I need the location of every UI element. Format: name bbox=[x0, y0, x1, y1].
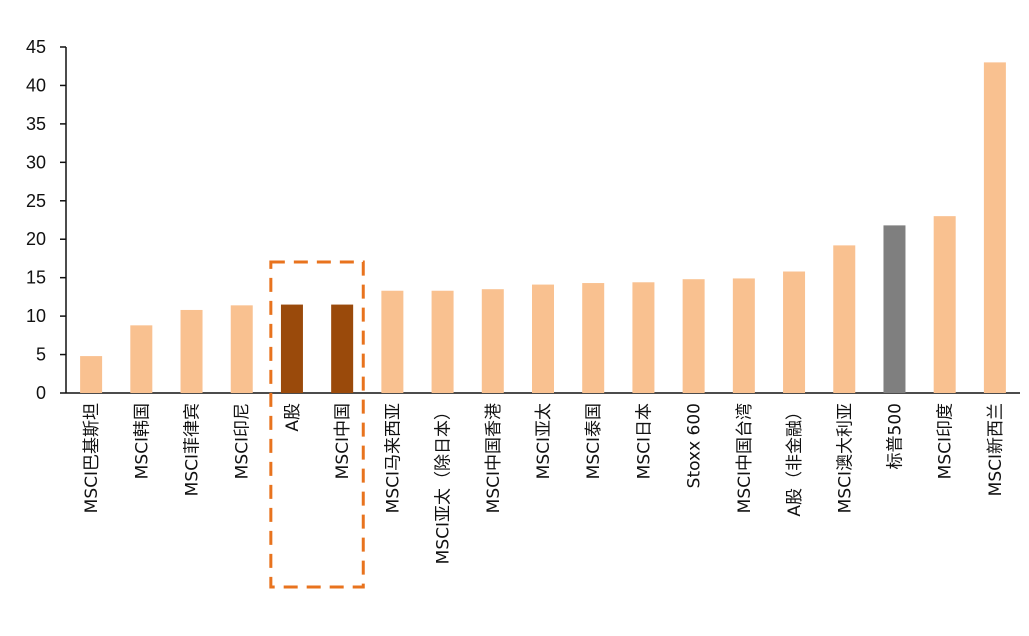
bar bbox=[80, 356, 103, 393]
x-category-label: A股（非金融） bbox=[785, 403, 805, 517]
bar bbox=[883, 225, 906, 393]
bar bbox=[280, 304, 303, 393]
bar bbox=[481, 289, 504, 393]
bar bbox=[582, 283, 605, 393]
bar bbox=[682, 279, 705, 393]
x-category-label: MSCI中国 bbox=[333, 403, 353, 479]
bar bbox=[130, 325, 153, 393]
bar bbox=[431, 290, 454, 393]
highlight-box bbox=[269, 260, 365, 589]
bar bbox=[833, 245, 856, 393]
x-category-label: MSCI亚太 bbox=[534, 403, 554, 479]
bar bbox=[230, 305, 253, 393]
bar bbox=[783, 271, 806, 393]
bar bbox=[983, 62, 1006, 393]
y-tick-label: 15 bbox=[26, 268, 46, 288]
bar bbox=[732, 278, 755, 393]
x-category-label: MSCI日本 bbox=[634, 403, 654, 479]
x-category-label: MSCI澳大利亚 bbox=[835, 403, 855, 513]
x-category-label: A股 bbox=[283, 403, 303, 432]
x-category-label: MSCI中国香港 bbox=[484, 403, 504, 513]
y-tick-label: 25 bbox=[26, 191, 46, 211]
bar bbox=[632, 282, 655, 393]
x-category-label: MSCI亚太（除日本） bbox=[434, 403, 454, 564]
y-tick-label: 30 bbox=[26, 152, 46, 172]
x-category-label: MSCI中国台湾 bbox=[735, 403, 755, 513]
bar bbox=[933, 216, 956, 393]
y-tick-label: 5 bbox=[36, 345, 46, 365]
x-category-label: MSCI巴基斯坦 bbox=[82, 403, 102, 513]
x-category-label: MSCI泰国 bbox=[584, 403, 604, 479]
y-tick-label: 35 bbox=[26, 114, 46, 134]
y-tick-label: 40 bbox=[26, 75, 46, 95]
x-category-label: MSCI韩国 bbox=[132, 403, 152, 479]
x-category-label: MSCI印度 bbox=[936, 403, 956, 479]
bar bbox=[331, 304, 354, 393]
y-tick-label: 20 bbox=[26, 229, 46, 249]
x-category-label: Stoxx 600 bbox=[685, 403, 705, 488]
x-category-label: MSCI马来西亚 bbox=[383, 403, 403, 513]
x-category-label: 标普500 bbox=[885, 403, 905, 469]
bar bbox=[532, 284, 554, 393]
y-tick-label: 45 bbox=[26, 37, 46, 57]
bar bbox=[180, 309, 203, 393]
y-tick-label: 0 bbox=[36, 383, 46, 403]
bar bbox=[381, 290, 404, 393]
y-tick-label: 10 bbox=[26, 306, 46, 326]
x-category-label: MSCI新西兰 bbox=[986, 403, 1006, 496]
x-category-label: MSCI印尼 bbox=[233, 403, 253, 479]
x-category-label: MSCI菲律宾 bbox=[183, 403, 203, 496]
